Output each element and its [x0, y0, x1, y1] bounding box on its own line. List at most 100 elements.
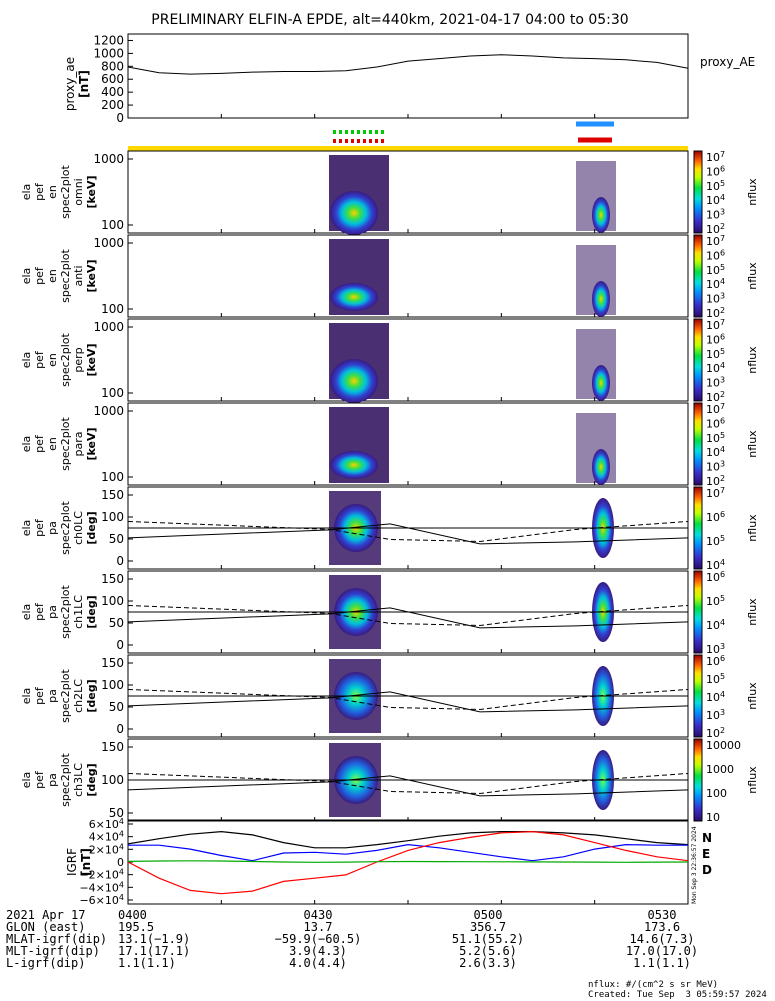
panel-ytick-label: 1000: [93, 152, 124, 166]
igrf-component-line: [127, 830, 689, 895]
panel-ylabel-line: en: [46, 185, 59, 199]
igrf-legend-e: E: [702, 847, 710, 861]
igrf-ytick-label: 2×104: [89, 842, 124, 856]
panel-ytick-label: 50: [109, 532, 124, 546]
colorbar-tick-label: 104: [706, 558, 725, 572]
footer-ephemeris: 2021 Apr 17 0400 0430 0500 0530 GLON (east) 19…: [6, 908, 766, 970]
loss-cone-line: [127, 775, 689, 797]
colorbar-tick-label: 106: [706, 248, 725, 262]
colorbar-tick-label: 107: [706, 234, 725, 248]
colorbar-label: nflux: [746, 430, 759, 458]
igrf-ytick-label: −2×104: [79, 868, 124, 882]
spectrogram-flux-core: [592, 365, 610, 401]
spectrogram-panel-6: 150 100 50 0 ela pef pa spec2plot ch1LC [deg] 106 1…: [20, 570, 759, 656]
colorbar-tick-label: 104: [706, 690, 725, 704]
panel-ytick-label: 150: [101, 740, 124, 754]
colorbar-tick-label: 105: [706, 431, 725, 445]
panel-ylabel-line: pef: [33, 434, 46, 453]
panel-ytick-label: 100: [101, 386, 124, 400]
footer-value: 14.6(7.3): [629, 932, 695, 946]
footer-value: 51.1(55.2): [451, 932, 525, 946]
colorbar: [693, 570, 703, 654]
proxy-ae-ytick-label: 600: [101, 72, 124, 86]
panel-ylabel-line: spec2plot: [59, 753, 72, 807]
colorbar: [693, 654, 703, 738]
footer-value: 17.0(17.0): [625, 944, 699, 958]
colorbar-tick-label: 102: [706, 390, 725, 404]
igrf-component-line: [128, 843, 688, 862]
panel-ytick-label: 50: [109, 806, 124, 820]
colorbar-label: nflux: [746, 262, 759, 290]
panel-ylabel-line: en: [46, 269, 59, 283]
colorbar-tick-label: 106: [706, 416, 725, 430]
panel-ylabel-line: ela: [20, 604, 33, 621]
panel-ylabel-line: [deg]: [85, 763, 98, 796]
footer-created: Created: Tue Sep 3 05:59:57 2024: [588, 990, 767, 1000]
colorbar-tick-label: 107: [706, 486, 725, 500]
igrf-series: [127, 830, 689, 895]
panel-ytick-label: 100: [101, 218, 124, 232]
igrf-ylabel: IGRF: [65, 848, 79, 876]
footer-value: 17.1(17.1): [118, 944, 191, 958]
igrf-ytick-label: 6×104: [89, 817, 124, 831]
panel-ytick-label: 1000: [93, 236, 124, 250]
colorbar: [693, 402, 703, 486]
proxy-ae-legend: proxy_AE: [700, 55, 755, 69]
igrf-yunit: [nT]: [79, 848, 93, 876]
colorbar-tick-label: 104: [706, 361, 725, 375]
panel-ylabel-line: [deg]: [85, 595, 98, 628]
igrf-legend-d: D: [702, 863, 712, 877]
colorbar-tick-label: 105: [706, 263, 725, 277]
colorbar-tick-label: 102: [706, 306, 725, 320]
panel-ylabel-line: ela: [20, 688, 33, 705]
panel-ylabel-line: pef: [33, 602, 46, 621]
colorbar-tick-label: 10: [706, 811, 720, 824]
proxy-ae-ytick-label: 200: [101, 98, 124, 112]
panel-ylabel-line: spec2plot: [59, 333, 72, 387]
panel-ylabel-line: spec2plot: [59, 669, 72, 723]
proxy-ae-ylabel: proxy_ae: [63, 57, 77, 111]
panel-ytick-label: 50: [109, 616, 124, 630]
footer-value: −59.9(−60.5): [274, 932, 362, 946]
footer-value: 2.6(3.3): [459, 956, 517, 970]
panel-ylabel-line: [deg]: [85, 679, 98, 712]
footer-row-label: L-igrf(dip): [6, 956, 86, 970]
panel-ylabel-line: ela: [20, 772, 33, 789]
spectrogram-flux-core: [330, 283, 378, 311]
colorbar: [693, 486, 703, 570]
colorbar-tick-label: 10000: [706, 739, 741, 752]
proxy-ae-series: [127, 54, 689, 75]
footer-value: 5.2(5.6): [459, 944, 517, 958]
colorbar-tick-label: 104: [706, 618, 725, 632]
panel-ylabel-line: ela: [20, 520, 33, 537]
colorbar: [693, 738, 703, 822]
spectrogram-panel-8: 150 100 50 ela pef pa spec2plot ch3LC [deg] 10000…: [20, 738, 759, 824]
footer-value: 0500: [473, 908, 503, 922]
colorbar-tick-label: 1000: [706, 763, 734, 776]
footer-value: 0430: [303, 908, 333, 922]
colorbar-tick-label: 105: [706, 179, 725, 193]
footer-value: 173.6: [643, 920, 681, 934]
colorbar-tick-label: 106: [706, 510, 725, 524]
igrf-component-line: [127, 830, 689, 849]
panel-ylabel-line: spec2plot: [59, 249, 72, 303]
panel-ylabel-line: [deg]: [85, 511, 98, 544]
spectrogram-flux-core: [592, 449, 610, 485]
igrf-legend-n: N: [702, 831, 712, 845]
figure-title: PRELIMINARY ELFIN-A EPDE, alt=440km, 202…: [151, 12, 628, 28]
panel-ylabel-line: pa: [46, 773, 59, 787]
igrf-ytick-label: 0: [117, 856, 124, 869]
panel-ytick-label: 100: [101, 678, 124, 692]
panel-ylabel-line: ch1LC: [72, 595, 85, 629]
panel-ylabel-line: pef: [33, 518, 46, 537]
spectrogram-flux-core: [330, 359, 378, 403]
panel-ytick-label: 0: [116, 722, 124, 736]
panel-ylabel-line: pa: [46, 521, 59, 535]
proxy-ae-ytick-label: 1000: [93, 46, 124, 60]
